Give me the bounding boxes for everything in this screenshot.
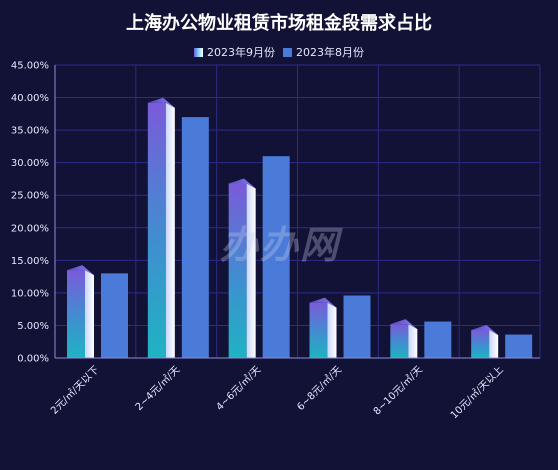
bar-september[interactable]: [147, 97, 175, 359]
bar-september-front: [390, 324, 409, 358]
x-tick-label: 6~8元/㎡/天: [295, 364, 344, 413]
y-tick-label: 10.00%: [11, 288, 49, 299]
legend-swatch-august: [283, 47, 292, 57]
bar-september-side: [327, 302, 337, 358]
bar-august[interactable]: [424, 321, 452, 358]
bar-august[interactable]: [343, 295, 371, 358]
bar-august[interactable]: [505, 334, 533, 358]
y-tick-label: 15.00%: [11, 256, 49, 267]
bar-september-front: [471, 330, 490, 358]
y-tick-label: 25.00%: [11, 191, 49, 202]
y-tick-label: 40.00%: [11, 93, 49, 104]
y-tick-label: 5.00%: [17, 321, 49, 332]
legend-swatch-september: [194, 47, 203, 57]
legend-label-september: 2023年9月份: [207, 46, 275, 59]
legend-label-august: 2023年8月份: [296, 46, 364, 59]
bar-september-cap: [471, 325, 499, 336]
chart-title: 上海办公物业租赁市场租金段需求占比: [126, 13, 432, 34]
x-tick-label: 4~6元/㎡/天: [214, 364, 263, 413]
x-tick-label: 8~10元/㎡/天: [371, 364, 425, 418]
bar-august[interactable]: [181, 117, 209, 358]
y-tick-label: 35.00%: [11, 126, 49, 137]
bar-august[interactable]: [101, 273, 128, 358]
bar-september-side: [408, 324, 418, 358]
bar-september-cap: [67, 265, 94, 276]
x-tick-label: 2元/㎡/天以下: [48, 364, 101, 417]
bar-september-front: [309, 302, 328, 358]
bar-september-front: [228, 183, 247, 358]
legend: 2023年9月份 2023年8月份: [0, 44, 558, 60]
bar-september-cap: [147, 97, 175, 108]
legend-item-august[interactable]: 2023年8月份: [283, 44, 364, 60]
bar-september-side: [165, 102, 175, 359]
y-tick-label: 20.00%: [11, 223, 49, 234]
bar-september[interactable]: [228, 178, 256, 358]
y-tick-label: 45.00%: [11, 61, 49, 72]
bar-september-side: [85, 270, 94, 358]
x-tick-label: 2~4元/㎡/天: [133, 364, 182, 413]
bar-september[interactable]: [390, 319, 418, 358]
bar-september[interactable]: [309, 297, 337, 358]
bar-september-cap: [390, 319, 418, 330]
bar-september-cap: [309, 297, 337, 308]
bar-september-side: [246, 183, 256, 358]
legend-item-september[interactable]: 2023年9月份: [194, 44, 275, 60]
bar-september-front: [67, 270, 85, 358]
watermark: 办办网: [219, 223, 340, 267]
x-tick-label: 10元/㎡/天以上: [448, 364, 506, 422]
bar-september-front: [147, 102, 166, 359]
y-tick-label: 30.00%: [11, 158, 49, 169]
bar-september-side: [489, 330, 499, 358]
bar-september[interactable]: [471, 325, 499, 358]
y-tick-label: 0.00%: [17, 354, 49, 365]
bar-september[interactable]: [67, 265, 94, 358]
bar-august[interactable]: [262, 156, 290, 358]
bar-september-cap: [228, 178, 256, 189]
